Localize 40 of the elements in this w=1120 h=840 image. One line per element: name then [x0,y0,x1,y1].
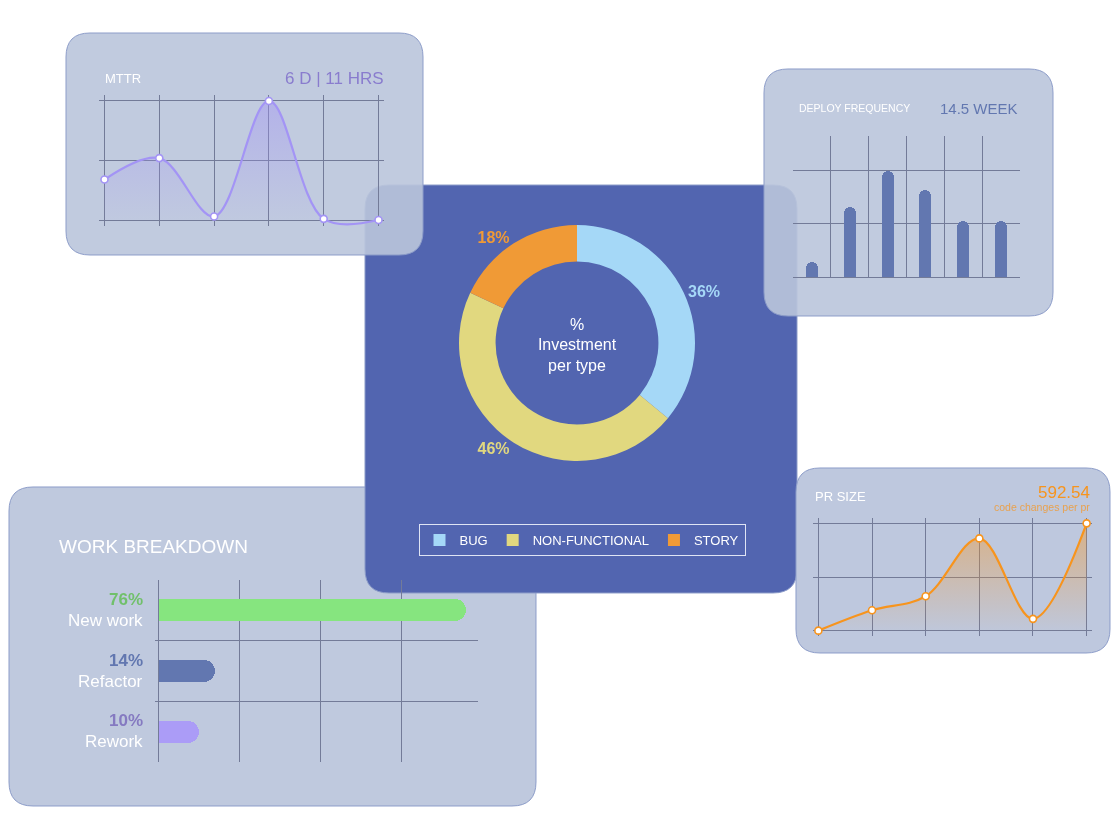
point [100,175,109,184]
chart-title: PR SIZE [815,489,866,504]
point [975,534,984,543]
chart-subtitle: 592.54 [1038,483,1090,502]
chart-subtitle: 6 D | 11 HRS [285,69,384,88]
bar [882,171,894,277]
chart-title: DEPLOY FREQUENCY [799,102,911,114]
point [319,214,329,224]
y-tick-label: Rework [85,732,144,751]
text: code changes per pr [994,501,1091,513]
data-label: 76% [109,590,144,609]
point [814,626,823,635]
legend-label: STORY [693,533,739,549]
point [867,605,877,615]
data-label: 10% [109,711,144,730]
bar [995,221,1007,277]
bar [844,207,856,277]
donut-slice [470,225,577,309]
y-tick-label: New work [68,611,144,630]
legend-label: BUG [459,533,488,549]
y-tick-label: Refactor [78,672,143,691]
donut-slice [459,292,668,461]
point [264,96,274,106]
point [209,212,219,221]
legend-label: NON-FUNCTIONAL [532,533,649,549]
point [1082,519,1091,528]
data-label: 14% [109,651,144,670]
point [374,215,383,225]
bar [919,190,931,277]
data-label: 36% [688,282,721,300]
data-label: 46% [477,440,510,458]
point [1028,614,1038,624]
point [154,153,164,163]
chart-subtitle: 14.5 WEEK [940,100,1018,117]
point [921,592,930,601]
bar [957,221,969,277]
chart-title: MTTR [105,71,142,86]
text: % Investment per type [537,315,617,375]
chart-title: WORK BREAKDOWN [59,536,248,557]
data-label: 18% [477,228,510,246]
